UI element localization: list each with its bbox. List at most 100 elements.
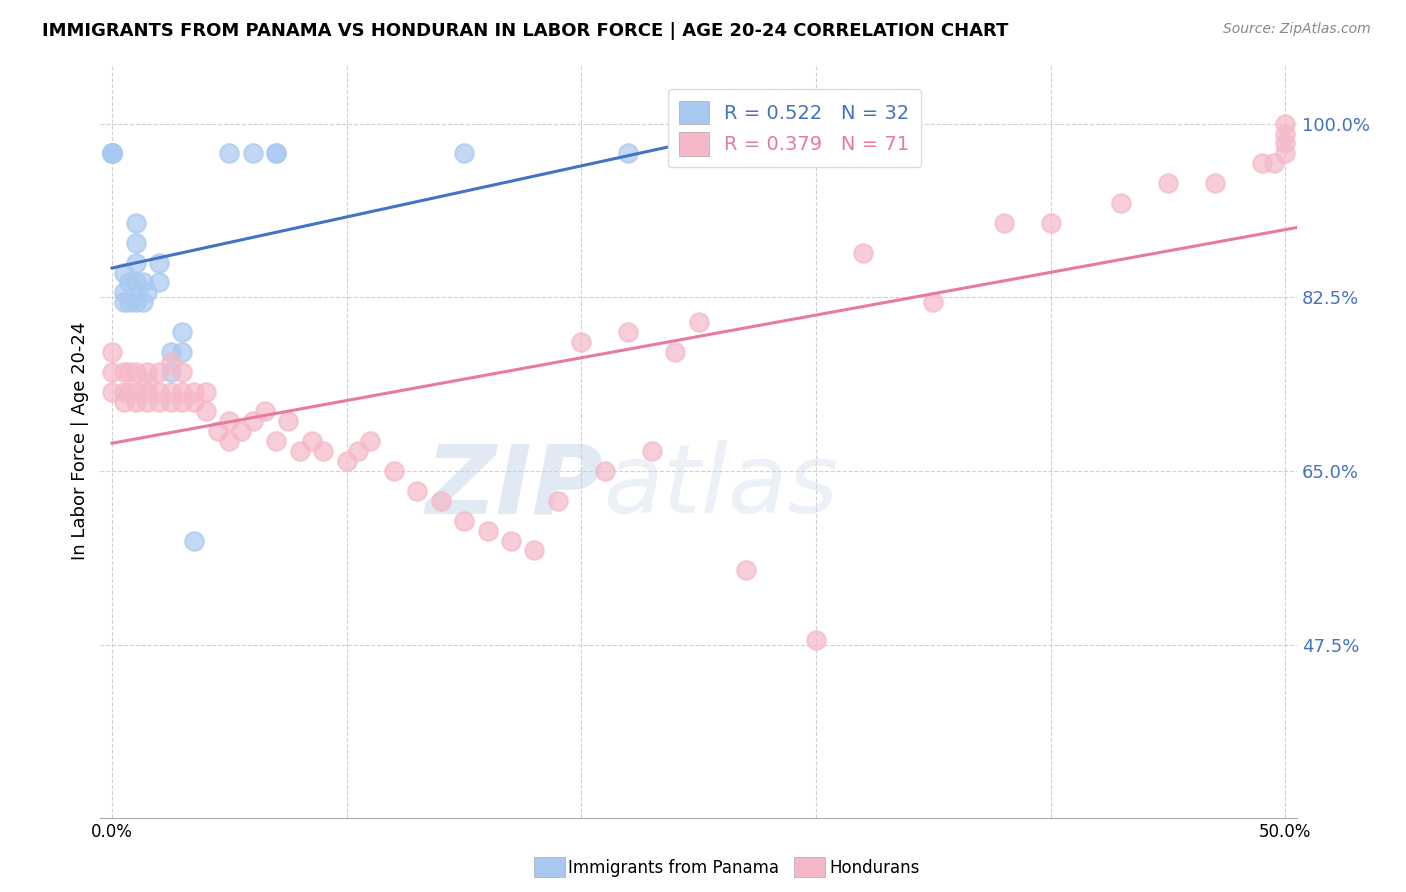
Point xyxy=(136,285,159,300)
Point xyxy=(124,235,146,250)
Point xyxy=(266,434,288,449)
Point xyxy=(231,425,253,439)
Point xyxy=(117,365,139,379)
Point xyxy=(172,345,194,359)
Point xyxy=(101,146,124,161)
Point xyxy=(101,146,124,161)
Y-axis label: In Labor Force | Age 20-24: In Labor Force | Age 20-24 xyxy=(72,322,89,560)
Point xyxy=(101,146,124,161)
Point xyxy=(359,434,381,449)
Point xyxy=(288,444,311,458)
Point xyxy=(148,394,170,409)
Point xyxy=(218,414,240,428)
Point xyxy=(101,146,124,161)
Point xyxy=(136,365,159,379)
Point xyxy=(1204,176,1226,190)
Point xyxy=(172,394,194,409)
Point xyxy=(1274,127,1296,141)
Point xyxy=(852,245,875,260)
Point xyxy=(136,384,159,399)
Point xyxy=(406,483,429,498)
Point xyxy=(804,632,827,647)
Point xyxy=(101,384,124,399)
Point xyxy=(112,394,135,409)
Point xyxy=(112,295,135,310)
Point xyxy=(347,444,370,458)
Point xyxy=(312,444,335,458)
Point xyxy=(1263,156,1285,170)
Point xyxy=(124,255,146,269)
Point xyxy=(159,355,181,369)
Point xyxy=(569,334,592,349)
Point xyxy=(124,276,146,290)
Point xyxy=(172,325,194,339)
Point xyxy=(664,345,686,359)
Point xyxy=(159,345,181,359)
Point xyxy=(266,146,288,161)
Point xyxy=(159,394,181,409)
Text: Hondurans: Hondurans xyxy=(830,859,920,877)
Point xyxy=(1274,136,1296,151)
Point xyxy=(641,444,664,458)
Point xyxy=(218,434,240,449)
Point xyxy=(218,146,240,161)
Point xyxy=(112,266,135,280)
Point xyxy=(131,276,153,290)
Point xyxy=(617,325,640,339)
Point xyxy=(242,414,264,428)
Point xyxy=(336,454,359,468)
Point xyxy=(148,384,170,399)
Point xyxy=(112,285,135,300)
Point xyxy=(124,216,146,230)
Point xyxy=(124,295,146,310)
Text: ZIP: ZIP xyxy=(425,440,603,533)
Point xyxy=(301,434,323,449)
Point xyxy=(117,384,139,399)
Point xyxy=(1274,117,1296,131)
Point xyxy=(523,543,546,558)
Point xyxy=(688,315,710,329)
Point xyxy=(101,146,124,161)
Point xyxy=(277,414,299,428)
Point xyxy=(101,365,124,379)
Point xyxy=(1039,216,1062,230)
Point xyxy=(159,365,181,379)
Point xyxy=(593,464,616,478)
Point xyxy=(1157,176,1180,190)
Point xyxy=(183,533,205,548)
Point xyxy=(453,514,475,528)
Point xyxy=(183,384,205,399)
Point xyxy=(183,394,205,409)
Point xyxy=(993,216,1015,230)
Point xyxy=(1274,146,1296,161)
Point xyxy=(547,493,569,508)
Point xyxy=(148,365,170,379)
Point xyxy=(688,146,710,161)
Point xyxy=(382,464,405,478)
Text: atlas: atlas xyxy=(603,440,838,533)
Legend: R = 0.522   N = 32, R = 0.379   N = 71: R = 0.522 N = 32, R = 0.379 N = 71 xyxy=(668,89,921,168)
Text: Source: ZipAtlas.com: Source: ZipAtlas.com xyxy=(1223,22,1371,37)
Point xyxy=(117,295,139,310)
Point xyxy=(207,425,229,439)
Point xyxy=(266,146,288,161)
Point xyxy=(172,365,194,379)
Point xyxy=(242,146,264,161)
Point xyxy=(1109,196,1132,211)
Point xyxy=(253,404,276,418)
Point xyxy=(124,394,146,409)
Point xyxy=(477,524,499,538)
Point xyxy=(136,375,159,389)
Point xyxy=(194,404,217,418)
Point xyxy=(124,365,146,379)
Point xyxy=(499,533,522,548)
Point xyxy=(136,394,159,409)
Point xyxy=(148,255,170,269)
Point xyxy=(131,295,153,310)
Point xyxy=(172,384,194,399)
Text: IMMIGRANTS FROM PANAMA VS HONDURAN IN LABOR FORCE | AGE 20-24 CORRELATION CHART: IMMIGRANTS FROM PANAMA VS HONDURAN IN LA… xyxy=(42,22,1008,40)
Point xyxy=(159,384,181,399)
Point xyxy=(101,345,124,359)
Point xyxy=(922,295,945,310)
Point xyxy=(1250,156,1272,170)
